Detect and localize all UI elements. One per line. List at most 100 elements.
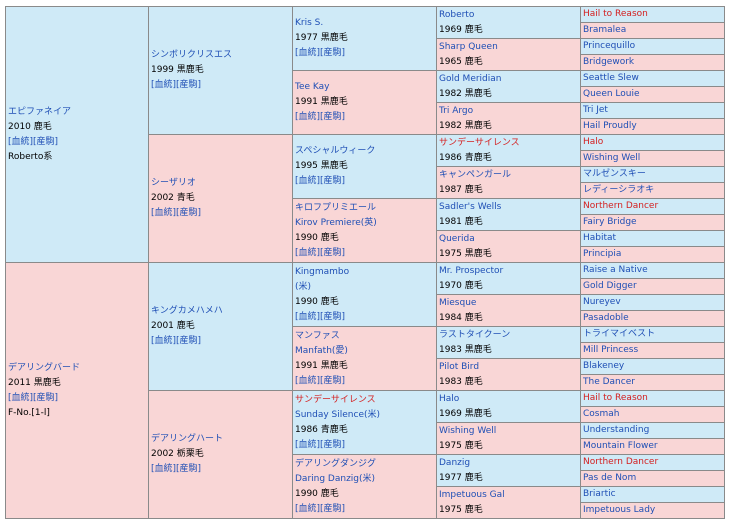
horse-name[interactable]: Halo [439, 393, 460, 404]
horse-name[interactable]: サンデーサイレンス [439, 137, 520, 148]
horse-alt-name: Daring Danzig(米) [295, 473, 376, 484]
pedigree-links[interactable]: [血統][産駒] [295, 439, 346, 450]
horse-name[interactable]: Sadler's Wells [439, 201, 502, 212]
gen5-cell: Hail to Reason [580, 390, 725, 407]
horse-name[interactable]: The Dancer [583, 377, 635, 387]
horse-name[interactable]: Seattle Slew [583, 73, 639, 83]
horse-name[interactable]: キャンペンガール [439, 169, 512, 180]
horse-name[interactable]: Pas de Nom [583, 473, 637, 483]
horse-name[interactable]: Pasadoble [583, 313, 629, 323]
horse-name[interactable]: Understanding [583, 425, 650, 435]
horse-name[interactable]: Impetuous Gal [439, 489, 505, 500]
horse-name[interactable]: Tri Argo [439, 105, 474, 116]
horse-name[interactable]: デアリングハート [151, 434, 224, 444]
horse-name[interactable]: Northern Dancer [583, 201, 659, 211]
horse-name[interactable]: Wishing Well [439, 425, 497, 436]
gen5-cell: Queen Louie [580, 86, 725, 103]
gen4-cell: Sharp Queen 1965 鹿毛 [436, 38, 581, 71]
pedigree-links[interactable]: [血統][産駒] [8, 392, 59, 403]
pedigree-links[interactable]: [血統][産駒] [295, 503, 346, 514]
horse-name[interactable]: マンファス [295, 330, 340, 341]
year-color: 1990 鹿毛 [295, 296, 339, 307]
year-color: 1981 鹿毛 [439, 216, 483, 227]
horse-name[interactable]: Queen Louie [583, 89, 640, 99]
horse-name[interactable]: Hail to Reason [583, 9, 648, 19]
pedigree-links[interactable]: [血統][産駒] [295, 247, 346, 258]
year-color: 1969 鹿毛 [439, 24, 483, 35]
horse-name[interactable]: Gold Meridian [439, 73, 502, 84]
year-color: 1977 鹿毛 [439, 472, 483, 483]
horse-name[interactable]: Briartic [583, 489, 616, 499]
gen5-cell: Blakeney [580, 358, 725, 375]
gen2-cell: デアリングハート 2002 栃栗毛 [血統][産駒] [148, 390, 293, 519]
horse-name[interactable]: Mr. Prospector [439, 265, 504, 276]
pedigree-links[interactable]: [血統][産駒] [151, 464, 202, 474]
horse-name[interactable]: Halo [583, 137, 604, 147]
gen2-cell: シーザリオ 2002 青毛 [血統][産駒] [148, 134, 293, 263]
pedigree-links[interactable]: [血統][産駒] [8, 136, 59, 147]
horse-name[interactable]: Kingmambo [295, 266, 350, 277]
year-color: 1990 鹿毛 [295, 488, 339, 499]
horse-name[interactable]: Blakeney [583, 361, 625, 371]
pedigree-links[interactable]: [血統][産駒] [295, 176, 346, 186]
gen3-cell: Kris S. 1977 黒鹿毛 [血統][産駒] [292, 6, 437, 71]
horse-name[interactable]: Sharp Queen [439, 41, 498, 52]
horse-name[interactable]: Wishing Well [583, 153, 641, 163]
horse-name[interactable]: Nureyev [583, 297, 621, 307]
gen4-cell: Gold Meridian 1982 黒鹿毛 [436, 70, 581, 103]
horse-name[interactable]: シーザリオ [151, 178, 196, 188]
subject-sire-name[interactable]: エピファネイア [8, 106, 72, 117]
horse-name[interactable]: サンデーサイレンス [295, 394, 376, 405]
pedigree-links[interactable]: [血統][産駒] [295, 311, 346, 322]
gen4-cell: Impetuous Gal 1975 鹿毛 [436, 486, 581, 519]
gen3-cell: キロフプリミエール Kirov Premiere(英) 1990 鹿毛 [血統][産駒… [292, 198, 437, 263]
horse-name[interactable]: Querida [439, 233, 475, 244]
horse-name[interactable]: Impetuous Lady [583, 505, 656, 515]
horse-name[interactable]: Cosmah [583, 409, 620, 419]
horse-name[interactable]: キロフプリミエール [295, 202, 377, 213]
horse-name[interactable]: Northern Dancer [583, 457, 659, 467]
horse-name[interactable]: Tee Kay [295, 82, 330, 92]
pedigree-links[interactable]: [血統][産駒] [295, 48, 346, 58]
horse-name[interactable]: Habitat [583, 233, 617, 243]
horse-name[interactable]: ラストタイクーン [439, 329, 511, 340]
horse-name[interactable]: Roberto [439, 9, 475, 20]
gen5-cell: Habitat [580, 230, 725, 247]
gen5-cell: トライマイベスト [580, 326, 725, 343]
horse-name[interactable]: Gold Digger [583, 281, 637, 291]
horse-name[interactable]: Mountain Flower [583, 441, 658, 451]
horse-name[interactable]: マルゼンスキー [583, 169, 646, 179]
pedigree-links[interactable]: [血統][産駒] [151, 336, 202, 346]
horse-name[interactable]: Raise a Native [583, 265, 648, 275]
pedigree-links[interactable]: [血統][産駒] [295, 112, 346, 122]
horse-name[interactable]: キングカメハメハ [151, 306, 223, 316]
horse-name[interactable]: Princequillo [583, 41, 636, 51]
pedigree-links[interactable]: [血統][産駒] [151, 80, 202, 90]
horse-name[interactable]: Miesque [439, 297, 477, 308]
horse-name[interactable]: Hail to Reason [583, 393, 648, 403]
horse-name[interactable]: スペシャルウィーク [295, 146, 376, 156]
pedigree-links[interactable]: [血統][産駒] [295, 375, 346, 386]
horse-alt-name: (米) [295, 281, 312, 292]
year-color: 1977 黒鹿毛 [295, 33, 348, 43]
horse-name[interactable]: Tri Jet [583, 105, 608, 115]
gen5-cell: Principia [580, 246, 725, 263]
horse-name[interactable]: Bramalea [583, 25, 627, 35]
year-color: 1975 鹿毛 [439, 440, 483, 451]
horse-name[interactable]: デアリングダンジグ [295, 458, 377, 469]
horse-name[interactable]: Kris S. [295, 18, 324, 28]
horse-name[interactable]: Hail Proudly [583, 121, 637, 131]
horse-name[interactable]: Fairy Bridge [583, 217, 637, 227]
subject-dam-name[interactable]: デアリングバード [8, 362, 81, 373]
horse-name[interactable]: シンボリクリスエス [151, 50, 233, 60]
horse-name[interactable]: Principia [583, 249, 622, 259]
pedigree-links[interactable]: [血統][産駒] [151, 208, 202, 218]
horse-name[interactable]: Pilot Bird [439, 361, 480, 372]
horse-name[interactable]: Bridgework [583, 57, 635, 67]
horse-name[interactable]: Mill Princess [583, 345, 639, 355]
gen4-cell: Wishing Well 1975 鹿毛 [436, 422, 581, 455]
horse-name[interactable]: トライマイベスト [583, 329, 656, 339]
sire-line: Roberto系 [8, 151, 53, 162]
horse-name[interactable]: Danzig [439, 457, 471, 468]
horse-name[interactable]: レディーシラオキ [583, 185, 655, 195]
